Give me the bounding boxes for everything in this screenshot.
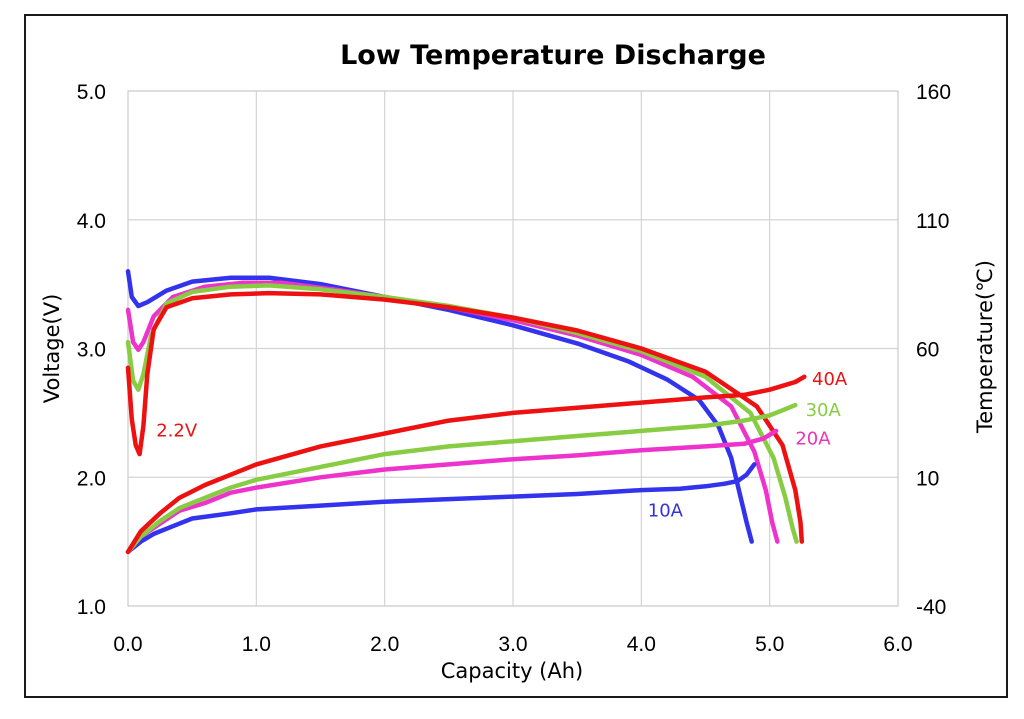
grid (127, 90, 899, 607)
annotation-label: 10A (648, 500, 684, 521)
chart-title: Low Temperature Discharge (340, 40, 766, 71)
y-tick-label: 4.0 (77, 210, 106, 233)
series-layer (125, 269, 807, 555)
annotation-label: 20A (795, 428, 831, 449)
y-tick-label: 5.0 (77, 81, 106, 104)
series-line (125, 402, 798, 555)
x-tick-label: 1.0 (242, 633, 271, 656)
y-tick-label: 3.0 (77, 339, 106, 362)
x-ticks: 0.0 1.0 2.0 3.0 4.0 5.0 6.0 (113, 633, 912, 656)
y2-tick-label: 110 (916, 210, 949, 233)
y2-tick-label: -40 (916, 596, 946, 619)
annotation-label: 30A (806, 400, 842, 421)
y2-tick-label: 60 (916, 339, 939, 362)
annotations: 2.2V 10A 20A 30A 40A (156, 369, 848, 521)
y2-tick-label: 10 (916, 467, 939, 490)
y2-ticks: -40 10 60 110 160 (916, 81, 951, 619)
x-tick-label: 0.0 (113, 633, 142, 656)
x-axis-label: Capacity (Ah) (441, 659, 584, 683)
y2-tick-label: 160 (916, 81, 951, 104)
chart-frame (24, 14, 1008, 698)
y-axis-label: Voltage(V) (40, 294, 64, 404)
x-tick-label: 5.0 (755, 633, 784, 656)
annotation-label: 40A (812, 369, 848, 390)
annotation-label: 2.2V (156, 421, 198, 442)
y-ticks: 1.0 2.0 3.0 4.0 5.0 (77, 81, 106, 619)
series-line (125, 462, 757, 555)
x-tick-label: 4.0 (627, 633, 656, 656)
x-tick-label: 6.0 (883, 633, 912, 656)
y-tick-label: 2.0 (77, 467, 106, 490)
x-tick-label: 2.0 (370, 633, 399, 656)
series-line (125, 374, 807, 555)
x-tick-label: 3.0 (498, 633, 527, 656)
y-tick-label: 1.0 (77, 596, 106, 619)
y2-axis-label: Temperature(℃) (973, 260, 997, 434)
series-line (125, 290, 805, 544)
series-line (125, 283, 799, 544)
